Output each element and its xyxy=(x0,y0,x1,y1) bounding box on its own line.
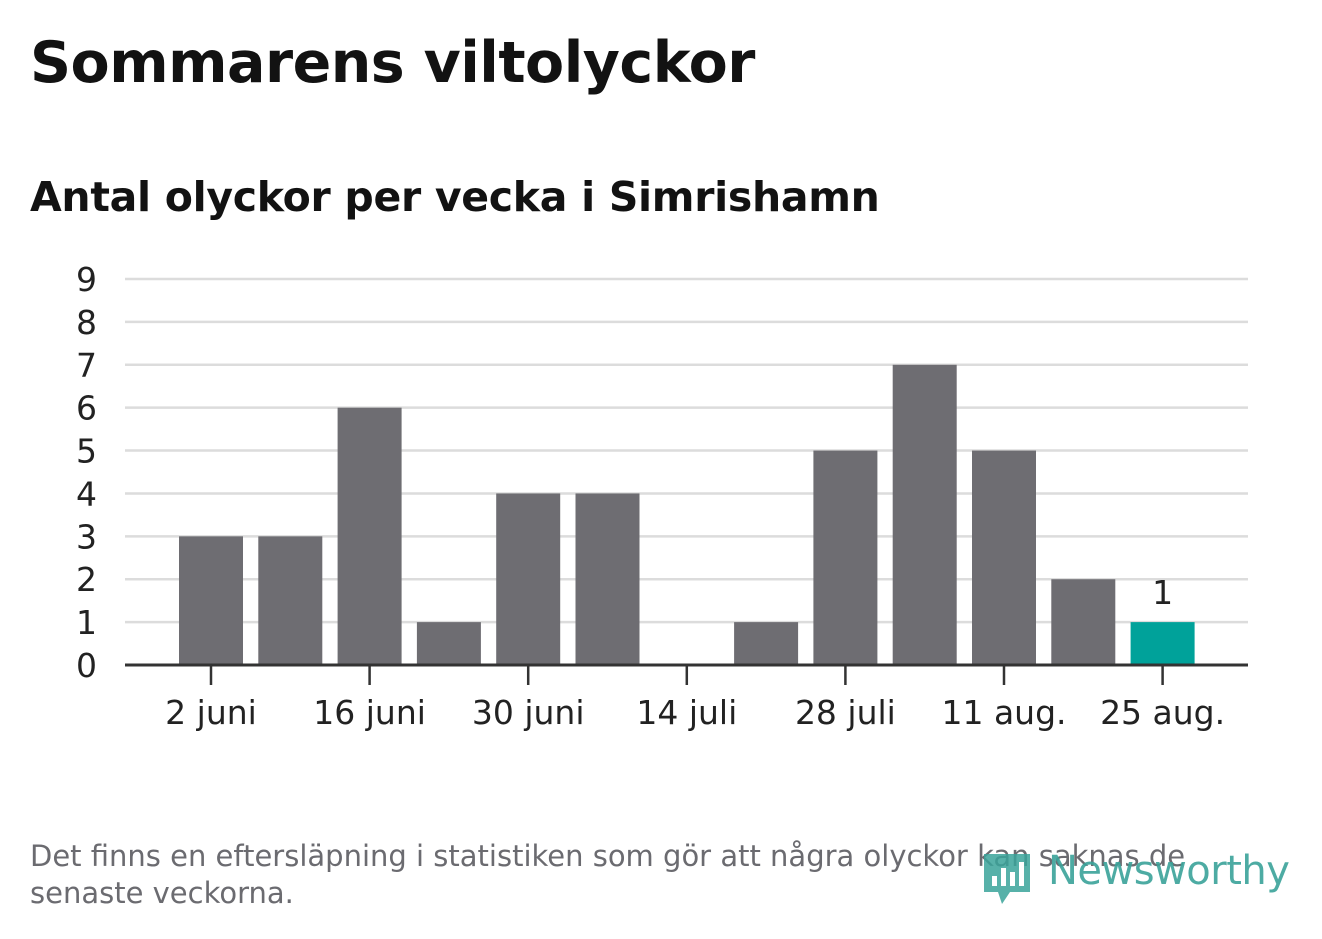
newsworthy-logo: Newsworthy xyxy=(980,848,1290,910)
x-tick-label: 28 juli xyxy=(795,693,896,732)
newsworthy-chart-bubble-icon xyxy=(984,854,1030,904)
x-tick-label: 30 juni xyxy=(472,693,585,732)
y-tick-label: 4 xyxy=(76,474,97,513)
y-tick-label: 5 xyxy=(76,432,97,471)
y-tick-label: 1 xyxy=(76,603,97,642)
y-tick-label: 7 xyxy=(76,346,97,385)
bar xyxy=(813,450,878,665)
bar xyxy=(179,536,243,665)
y-tick-label: 2 xyxy=(76,560,97,599)
y-tick-label: 8 xyxy=(76,303,97,342)
data-label: 1 xyxy=(1152,573,1173,612)
y-tick-label: 0 xyxy=(76,646,97,685)
logo-text: Newsworthy xyxy=(1048,848,1290,894)
y-tick-label: 3 xyxy=(76,517,97,556)
y-tick-label: 6 xyxy=(76,389,97,428)
x-tick-label: 2 juni xyxy=(165,693,257,732)
bar xyxy=(1051,579,1116,665)
x-tick-label: 11 aug. xyxy=(941,693,1066,732)
bar xyxy=(892,364,957,665)
bar xyxy=(258,536,323,665)
bar xyxy=(496,493,561,665)
chart-title: Sommarens viltolyckor xyxy=(30,30,755,96)
bar xyxy=(337,407,402,665)
y-tick-label: 9 xyxy=(76,260,97,299)
bar xyxy=(734,622,799,665)
x-tick-label: 25 aug. xyxy=(1100,693,1225,732)
x-tick-label: 14 juli xyxy=(636,693,737,732)
bar xyxy=(972,450,1036,665)
x-tick-label: 16 juni xyxy=(313,693,426,732)
bar-chart: 0 1 2 3 45 6 7 8 9 1 2 juni 16 juni 30 juni 14 juli 28… xyxy=(76,260,1248,732)
bar xyxy=(416,622,481,665)
chart-subtitle: Antal olyckor per vecka i Simrishamn xyxy=(30,173,880,221)
bar xyxy=(575,493,640,665)
bar-highlight xyxy=(1130,622,1195,665)
